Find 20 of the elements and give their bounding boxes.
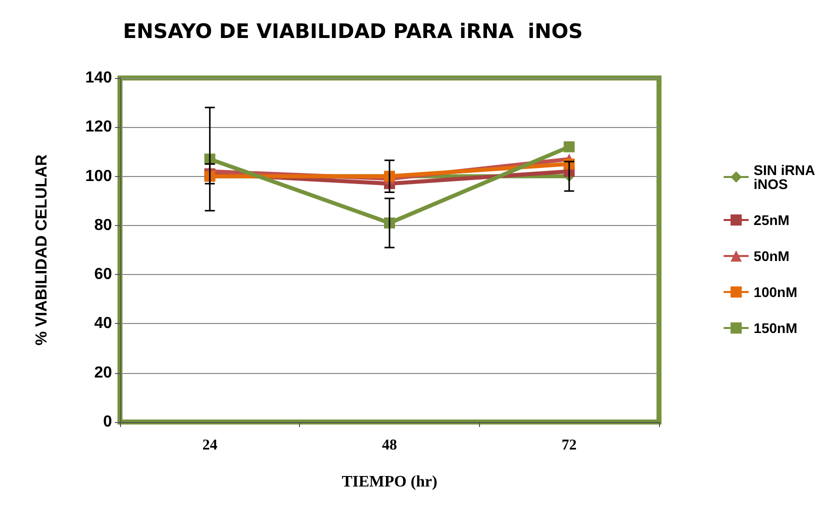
x-axis-title: TIEMPO (hr)	[342, 474, 438, 490]
legend-label: 50nM	[754, 248, 790, 264]
x-tick-label: 24	[202, 438, 218, 454]
y-tick-label: 0	[103, 414, 112, 430]
y-tick-label: 20	[94, 364, 112, 382]
y-tick-label: 40	[94, 315, 112, 332]
y-tick-label: 140	[85, 70, 112, 86]
y-tick-label: 80	[94, 216, 112, 234]
point	[564, 141, 575, 152]
x-tick-label: 48	[382, 438, 397, 454]
x-tick-label: 72	[562, 438, 577, 454]
y-axis-title: % VIABILIDAD CELULAR	[34, 154, 50, 346]
legend-label: 150nM	[754, 320, 798, 336]
y-tick-label: 120	[85, 118, 112, 136]
legend-label: SIN iRNA iNOS	[754, 162, 818, 192]
legend-label: 25nM	[754, 212, 790, 228]
y-tick-label: 100	[85, 168, 112, 185]
chart-title: ENSAYO DE VIABILIDAD PARA iRNA iNOS	[123, 19, 583, 43]
legend-label: 100nM	[754, 284, 798, 300]
y-tick-label: 60	[94, 266, 112, 284]
